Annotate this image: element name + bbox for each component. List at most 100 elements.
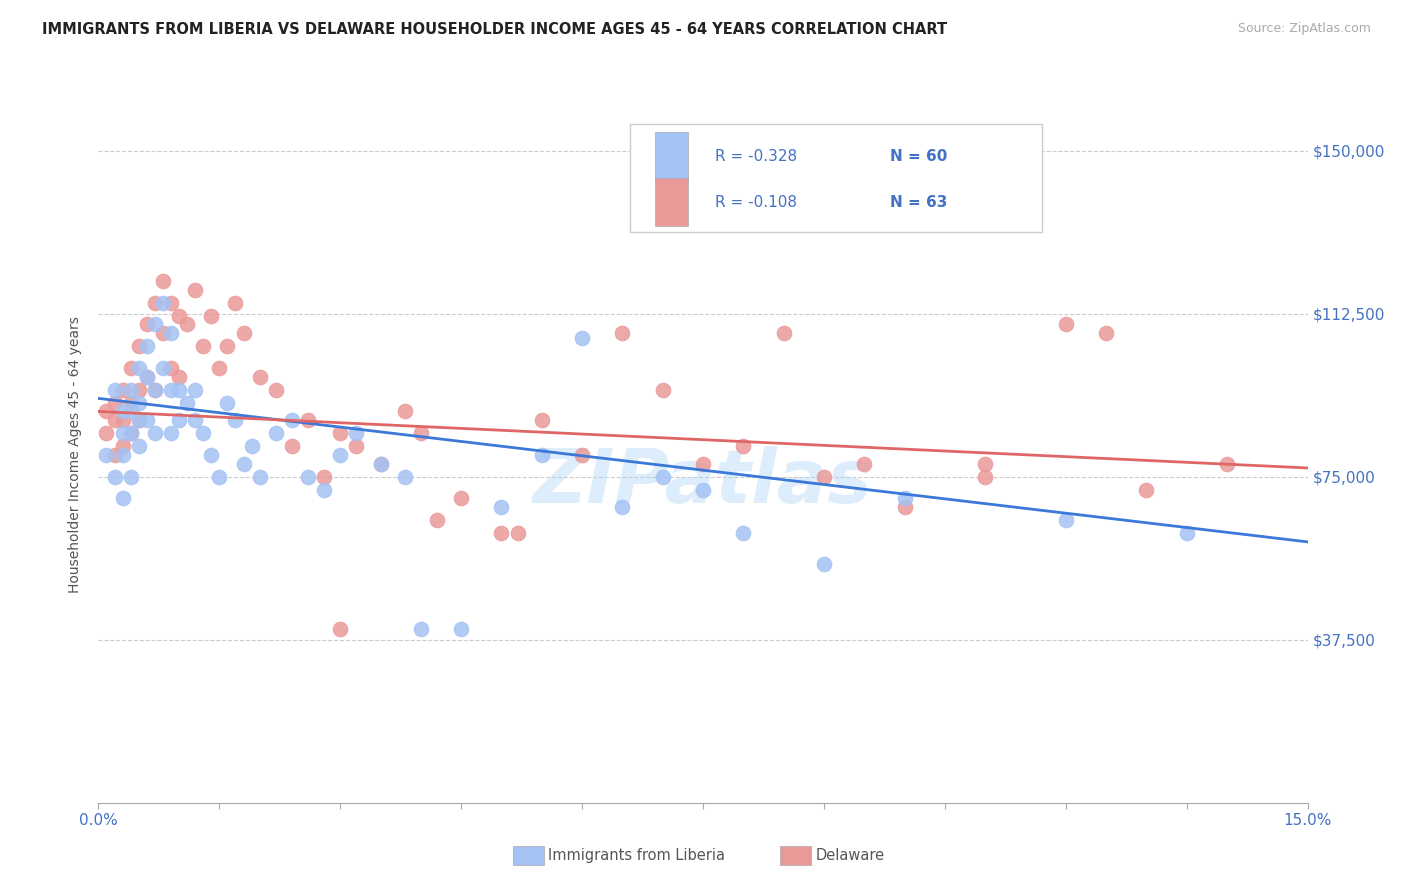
Point [314, 483, 336, 497]
Point [128, 383, 150, 397]
Point [612, 500, 634, 514]
Point [249, 469, 271, 483]
Text: N = 63: N = 63 [890, 194, 948, 210]
Point [96, 448, 118, 462]
Point [853, 457, 876, 471]
Point [184, 383, 207, 397]
Point [1095, 326, 1118, 341]
Point [1216, 457, 1239, 471]
Point [329, 448, 352, 462]
Point [111, 383, 134, 397]
Point [491, 526, 513, 541]
Point [281, 413, 304, 427]
Point [217, 339, 239, 353]
Point [264, 426, 287, 441]
Point [530, 413, 553, 427]
Point [394, 469, 416, 483]
Point [160, 326, 183, 341]
Point [1135, 483, 1157, 497]
Point [120, 361, 142, 376]
Point [103, 469, 125, 483]
Point [128, 413, 150, 427]
Point [111, 439, 134, 453]
Point [96, 404, 118, 418]
Point [651, 469, 673, 483]
Point [450, 491, 472, 506]
Text: IMMIGRANTS FROM LIBERIA VS DELAWARE HOUSEHOLDER INCOME AGES 45 - 64 YEARS CORREL: IMMIGRANTS FROM LIBERIA VS DELAWARE HOUS… [42, 22, 948, 37]
Point [329, 426, 352, 441]
Point [128, 339, 150, 353]
Point [409, 622, 432, 636]
Point [733, 526, 755, 541]
Point [297, 469, 319, 483]
Point [409, 426, 432, 441]
Point [813, 557, 835, 571]
Point [612, 326, 634, 341]
Point [143, 383, 166, 397]
Point [208, 361, 231, 376]
Point [111, 426, 134, 441]
Point [167, 383, 190, 397]
Text: ZIPatlas: ZIPatlas [533, 446, 873, 519]
Point [692, 457, 714, 471]
Bar [630, 124, 1042, 232]
Point [111, 404, 134, 418]
Point [506, 526, 529, 541]
Point [135, 369, 157, 384]
Point [160, 383, 183, 397]
Point [120, 404, 142, 418]
Point [120, 426, 142, 441]
Point [450, 622, 472, 636]
Point [813, 469, 835, 483]
Point [143, 318, 166, 332]
Y-axis label: Householder Income Ages 45 - 64 years: Householder Income Ages 45 - 64 years [69, 317, 83, 593]
Point [692, 483, 714, 497]
Point [152, 326, 174, 341]
Point [103, 413, 125, 427]
Point [344, 439, 367, 453]
Point [1175, 526, 1198, 541]
Point [974, 469, 997, 483]
Point [491, 500, 513, 514]
Point [224, 413, 246, 427]
Point [370, 457, 392, 471]
Point [217, 396, 239, 410]
Point [184, 413, 207, 427]
Point [103, 383, 125, 397]
Point [571, 448, 593, 462]
Point [893, 500, 915, 514]
Point [135, 339, 157, 353]
Point [128, 396, 150, 410]
Text: N = 60: N = 60 [890, 149, 948, 164]
Point [143, 426, 166, 441]
Point [394, 404, 416, 418]
Point [733, 439, 755, 453]
Point [167, 369, 190, 384]
Point [974, 457, 997, 471]
Point [135, 318, 157, 332]
Point [128, 361, 150, 376]
Point [176, 318, 198, 332]
Point [193, 426, 215, 441]
Point [120, 396, 142, 410]
Point [224, 295, 246, 310]
Point [120, 426, 142, 441]
Point [152, 295, 174, 310]
Point [120, 383, 142, 397]
Point [232, 326, 254, 341]
Point [249, 369, 271, 384]
Point [111, 491, 134, 506]
Point [344, 426, 367, 441]
Point [193, 339, 215, 353]
Point [240, 439, 263, 453]
Point [152, 274, 174, 288]
Point [103, 448, 125, 462]
Text: R = -0.108: R = -0.108 [716, 194, 797, 210]
Point [135, 413, 157, 427]
Point [281, 439, 304, 453]
Point [143, 383, 166, 397]
Text: Immigrants from Liberia: Immigrants from Liberia [548, 848, 725, 863]
Point [264, 383, 287, 397]
Point [772, 326, 794, 341]
Point [160, 295, 183, 310]
